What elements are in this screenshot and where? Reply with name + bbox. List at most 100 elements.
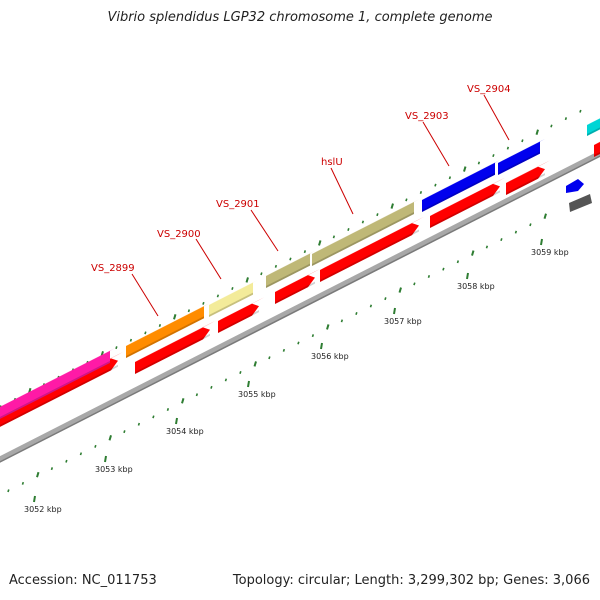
lower-scale-tick [166,407,170,411]
lower-scale-tick [239,371,242,375]
cds-feature-top [135,321,215,362]
leader-line-vs2903 [422,121,450,167]
gene-label-vs2903[interactable]: VS_2903 [405,111,449,122]
upper-scale-tick [492,154,495,158]
cds-feature[interactable] [218,303,259,333]
cds-feature-shade [430,190,500,228]
lower-scale-tick [340,319,344,323]
genome-summary-text: Topology: circular; Length: 3,299,302 bp… [232,573,590,588]
lower-scale-tick [36,471,40,478]
upper-scale-tick [390,203,394,209]
lower-scale-tick [485,245,489,249]
gene-feature-cyan-shade [587,127,600,136]
upper-scale-tick [289,257,292,261]
upper-scale-tick [434,183,437,187]
gene-features [0,116,600,432]
lower-scale-tick [210,385,213,389]
leader-line-hslu [330,167,354,215]
upper-scale-tick [115,346,118,350]
cds-feature-shade [218,310,259,333]
lower-scale-tick [137,422,141,426]
kbp-major-tick [393,307,396,315]
lower-scale-tick [268,356,271,360]
lower-scale-tick [123,430,126,434]
leader-line-vs2899 [131,273,159,317]
cds-feature[interactable] [135,327,210,374]
lower-scale-tick [65,459,68,463]
upper-scale-tick [579,109,582,113]
gene-feature-small-gray[interactable] [569,194,592,212]
kbp-major-tick [320,342,323,350]
lower-scale-tick [384,297,387,301]
lower-scale-tick [7,489,10,493]
lower-scale-tick [442,267,445,271]
gene-feature-vs2904[interactable] [498,141,540,175]
gene-feature-cyan-top [587,118,600,125]
map-title: Vibrio splendidus LGP32 chromosome 1, co… [107,10,493,25]
upper-scale-tick [202,301,205,305]
upper-scale-tick [361,220,365,224]
gene-feature-magenta-shade [0,360,110,419]
gene-feature-cyan[interactable] [587,116,600,136]
cds-feature-top [320,216,424,270]
cds-feature[interactable] [594,139,600,157]
kbp-scale-labels: 3052 kbp 3053 kbp 3054 kbp 3055 kbp 3056 kbp… [24,238,569,514]
kbp-label: 3053 kbp [95,465,133,474]
lower-scale-tick [152,415,155,419]
gene-feature-vs2901[interactable] [266,253,310,288]
upper-scale-tick [550,124,553,128]
kbp-label: 3054 kbp [166,427,204,436]
gene-feature-hslu-top [312,199,419,254]
lower-scale-tick [529,223,532,227]
upper-scale-tick [158,323,162,327]
kbp-major-tick [247,380,250,388]
gene-feature-hslu[interactable] [312,202,414,266]
upper-scale-tick [419,191,423,194]
gene-labels: VS_2899 VS_2900 VS_2901 hslU VS_2903 VS_… [91,84,511,317]
upper-scale-tick [564,117,568,121]
lower-scale-tick [398,287,402,293]
gene-label-vs2900[interactable]: VS_2900 [157,229,201,240]
genome-backbone-shadow [0,155,600,463]
gene-feature-vs2899[interactable] [126,306,204,358]
gene-label-hslu[interactable]: hslU [321,157,343,168]
upper-scale-tick [144,331,147,335]
upper-scale-tick [448,176,452,180]
gene-label-vs2899[interactable]: VS_2899 [91,263,135,274]
lower-scale-tick [500,238,503,242]
cds-feature[interactable] [430,183,500,228]
upper-scale-tick [274,264,278,268]
cds-feature[interactable] [275,275,315,304]
cds-feature[interactable] [0,358,118,432]
lower-scale-tick [369,304,373,308]
gene-feature-small-blue[interactable] [566,179,584,193]
lower-scale-tick [311,334,315,338]
upper-scale-tick [129,338,133,342]
cds-feature-shade [506,173,545,195]
lower-scale-tick [224,378,228,382]
cds-feature[interactable] [506,166,545,195]
cds-feature-top [218,297,264,321]
gene-feature-vs2903[interactable] [422,162,495,212]
cds-feature-top [506,160,550,183]
lower-scale-tick [108,434,112,441]
lower-scale-tick [456,260,460,264]
lower-scale-tick [21,481,25,485]
upper-scale-tick [405,198,408,202]
lower-scale-tick [297,341,300,345]
gene-feature-magenta[interactable] [0,350,110,424]
upper-scale-tick [332,235,336,239]
gene-feature-vs2900[interactable] [209,282,253,317]
gene-feature-vs2900-top [209,279,258,305]
cds-feature[interactable] [320,223,419,282]
upper-scale-tick [376,213,379,217]
gene-label-vs2901[interactable]: VS_2901 [216,199,260,210]
cds-feature-shade [275,281,315,304]
upper-scale-tick [347,227,350,231]
gene-feature-vs2904-top [498,138,545,163]
upper-scale-tick [245,277,249,283]
cds-feature-shade [594,151,600,157]
gene-feature-vs2903-top [422,160,500,200]
gene-label-vs2904[interactable]: VS_2904 [467,84,511,95]
kbp-major-tick [104,455,107,463]
